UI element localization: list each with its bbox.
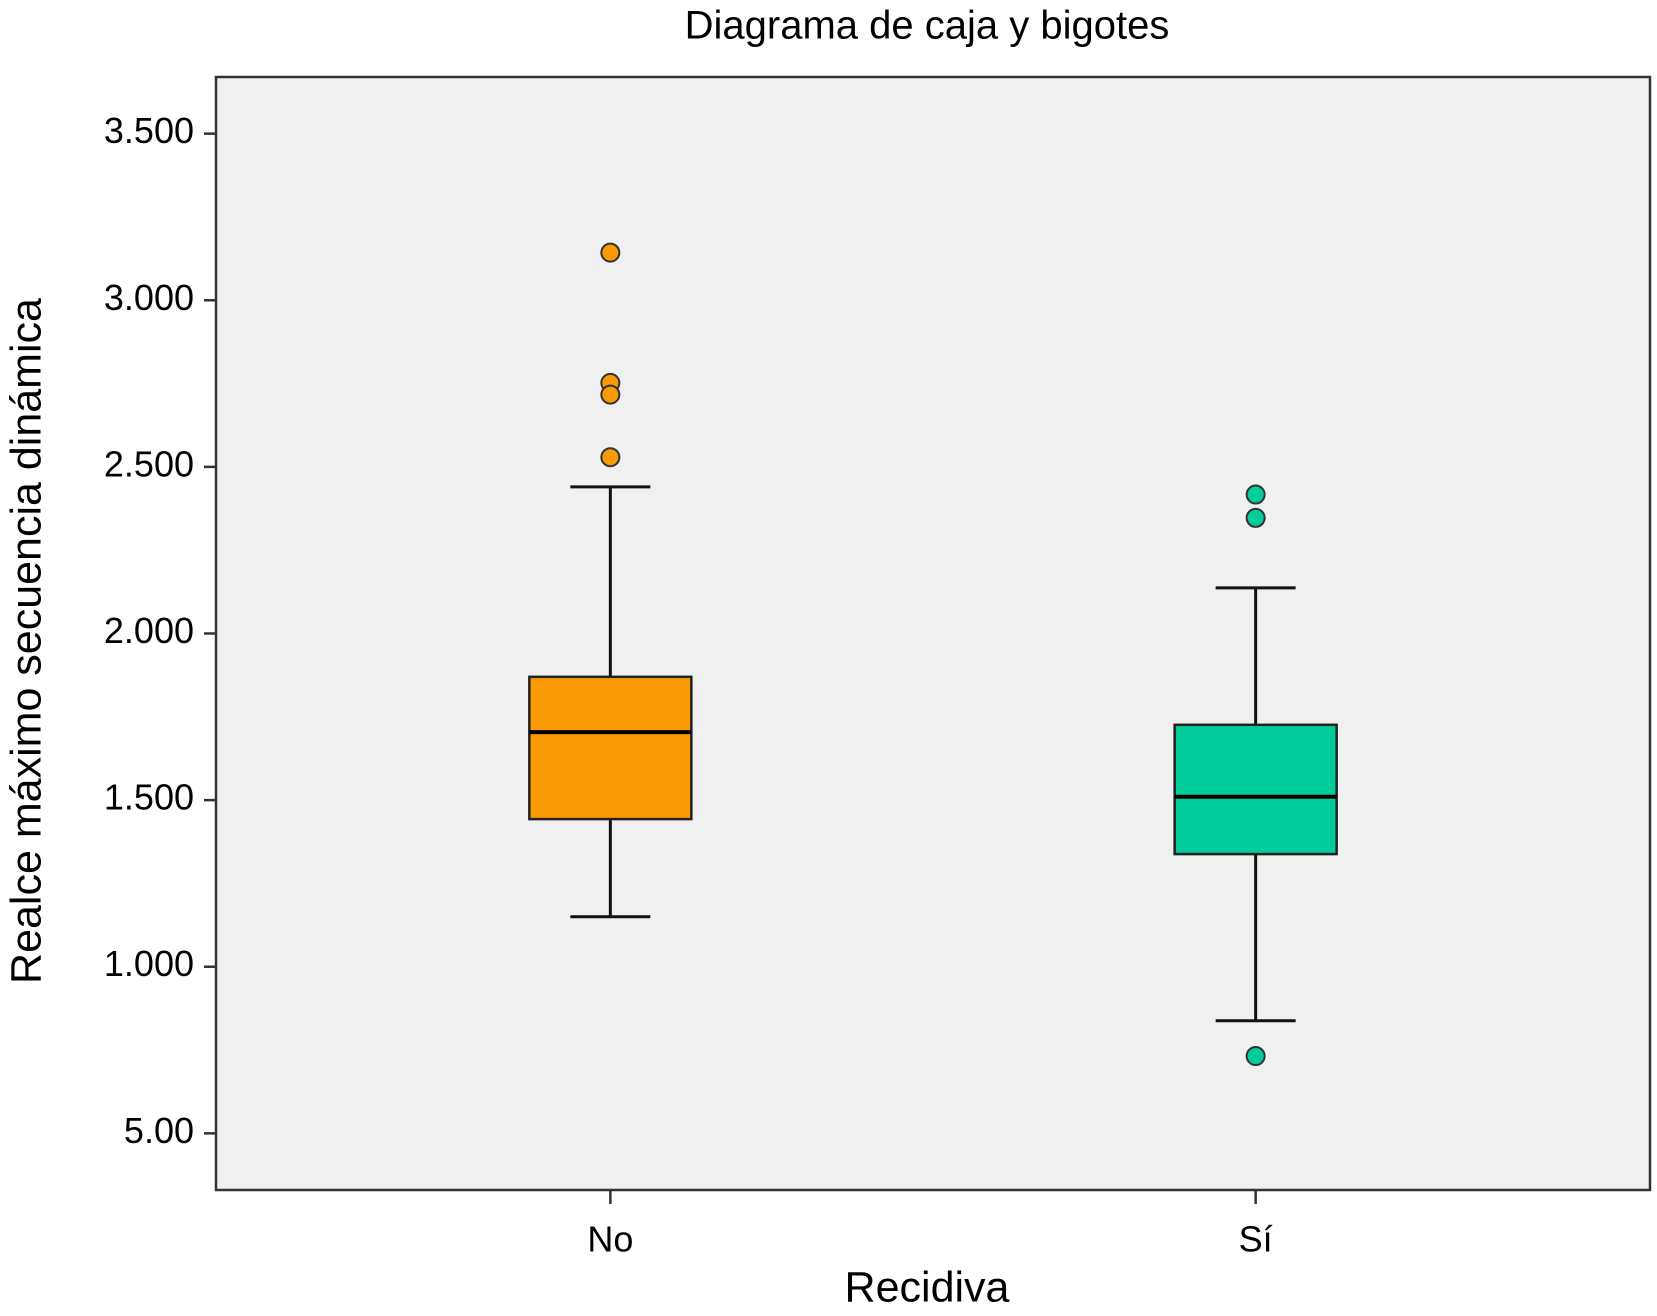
box xyxy=(1173,723,1338,856)
outlier xyxy=(1245,1046,1266,1067)
y-tick-label: 1.500 xyxy=(104,777,194,818)
outlier xyxy=(600,242,621,263)
y-tick-label: 2.000 xyxy=(104,610,194,651)
outlier xyxy=(600,384,621,405)
x-tick-label: No xyxy=(587,1219,633,1260)
outlier xyxy=(1245,484,1266,505)
y-tick-label: 1.000 xyxy=(104,943,194,984)
plot-area xyxy=(214,75,1652,1192)
chart-title: Diagrama de caja y bigotes xyxy=(685,4,1170,48)
y-axis-label: Realce máximo secuencia dinámica xyxy=(2,298,50,984)
y-tick-label: 3.000 xyxy=(104,277,194,318)
y-tick-label: 5.00 xyxy=(124,1110,194,1151)
outlier xyxy=(600,447,621,468)
outlier xyxy=(1245,507,1266,528)
box xyxy=(528,675,693,821)
x-axis-label: Recidiva xyxy=(845,1263,1010,1311)
y-tick-label: 2.500 xyxy=(104,443,194,484)
x-tick-label: Sí xyxy=(1239,1219,1273,1260)
y-tick-label: 3.500 xyxy=(104,110,194,151)
